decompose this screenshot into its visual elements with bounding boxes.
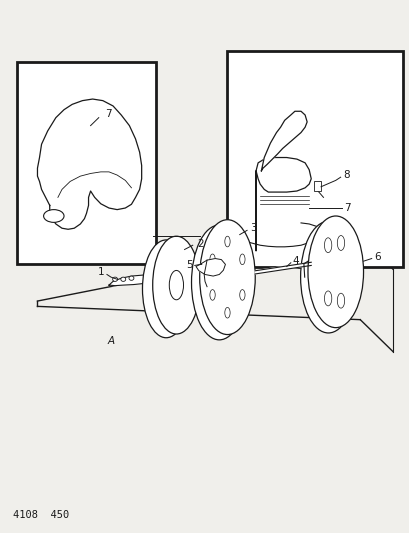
Ellipse shape xyxy=(142,240,189,338)
Ellipse shape xyxy=(112,277,117,281)
Ellipse shape xyxy=(209,289,215,300)
Ellipse shape xyxy=(239,289,245,300)
Polygon shape xyxy=(196,259,225,276)
Text: 1: 1 xyxy=(98,268,105,277)
Ellipse shape xyxy=(224,308,229,318)
Text: 2: 2 xyxy=(196,239,203,248)
Ellipse shape xyxy=(121,277,126,281)
Polygon shape xyxy=(109,275,155,286)
Ellipse shape xyxy=(199,220,255,335)
Text: 8: 8 xyxy=(342,170,349,180)
Ellipse shape xyxy=(129,276,134,280)
Ellipse shape xyxy=(318,224,327,236)
Polygon shape xyxy=(256,158,310,251)
Ellipse shape xyxy=(191,225,247,340)
Ellipse shape xyxy=(239,254,245,265)
Text: 4: 4 xyxy=(292,256,299,266)
Ellipse shape xyxy=(152,236,200,334)
Polygon shape xyxy=(37,99,142,229)
Ellipse shape xyxy=(224,236,229,247)
Text: 3: 3 xyxy=(249,223,256,233)
Ellipse shape xyxy=(324,291,331,306)
Text: 7: 7 xyxy=(105,109,111,119)
Bar xyxy=(227,51,402,266)
Ellipse shape xyxy=(43,209,64,222)
Ellipse shape xyxy=(337,236,344,251)
Bar xyxy=(17,62,155,264)
Ellipse shape xyxy=(209,254,215,265)
Bar xyxy=(313,181,320,191)
Polygon shape xyxy=(261,111,306,171)
Polygon shape xyxy=(255,262,310,274)
Text: 7: 7 xyxy=(343,203,350,213)
Text: 4108  450: 4108 450 xyxy=(13,510,69,520)
Ellipse shape xyxy=(300,221,355,333)
Ellipse shape xyxy=(337,293,344,308)
Ellipse shape xyxy=(169,270,183,300)
Text: A: A xyxy=(107,336,114,346)
Text: 5: 5 xyxy=(186,261,192,270)
Ellipse shape xyxy=(307,216,363,328)
Ellipse shape xyxy=(324,238,331,253)
Text: 6: 6 xyxy=(373,253,380,262)
